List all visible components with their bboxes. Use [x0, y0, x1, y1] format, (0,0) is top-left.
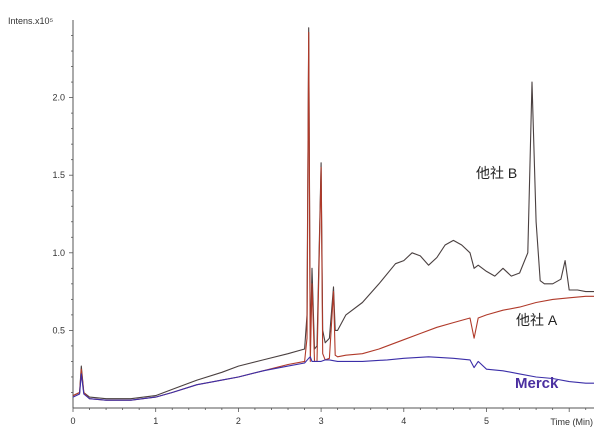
- y-tick-label: 2.0: [52, 93, 65, 103]
- series-line-b: [72, 27, 594, 400]
- series-line-a: [72, 31, 594, 401]
- chart-axes: 0.5 1.0 1.5 2.0 0 1 2 3 4 5: [52, 20, 594, 426]
- series-line-merck: [72, 356, 594, 401]
- x-tick-label: 0: [70, 416, 75, 426]
- series-label-a: 他社 A: [516, 312, 558, 328]
- x-tick-label: 2: [236, 416, 241, 426]
- x-tick-label: 1: [153, 416, 158, 426]
- series-label-b: 他社 B: [476, 165, 517, 181]
- x-axis-label: Time (Min): [550, 417, 593, 427]
- y-axis-label: Intens.x10⁵: [8, 16, 54, 26]
- y-tick-label: 1.0: [52, 248, 65, 258]
- y-tick-label: 1.5: [52, 170, 65, 180]
- x-tick-label: 4: [401, 416, 406, 426]
- x-tick-label: 3: [319, 416, 324, 426]
- y-tick-label: 0.5: [52, 325, 65, 335]
- x-tick-label: 5: [484, 416, 489, 426]
- chart-series-layer: [72, 27, 594, 401]
- series-label-merck: Merck: [515, 375, 559, 392]
